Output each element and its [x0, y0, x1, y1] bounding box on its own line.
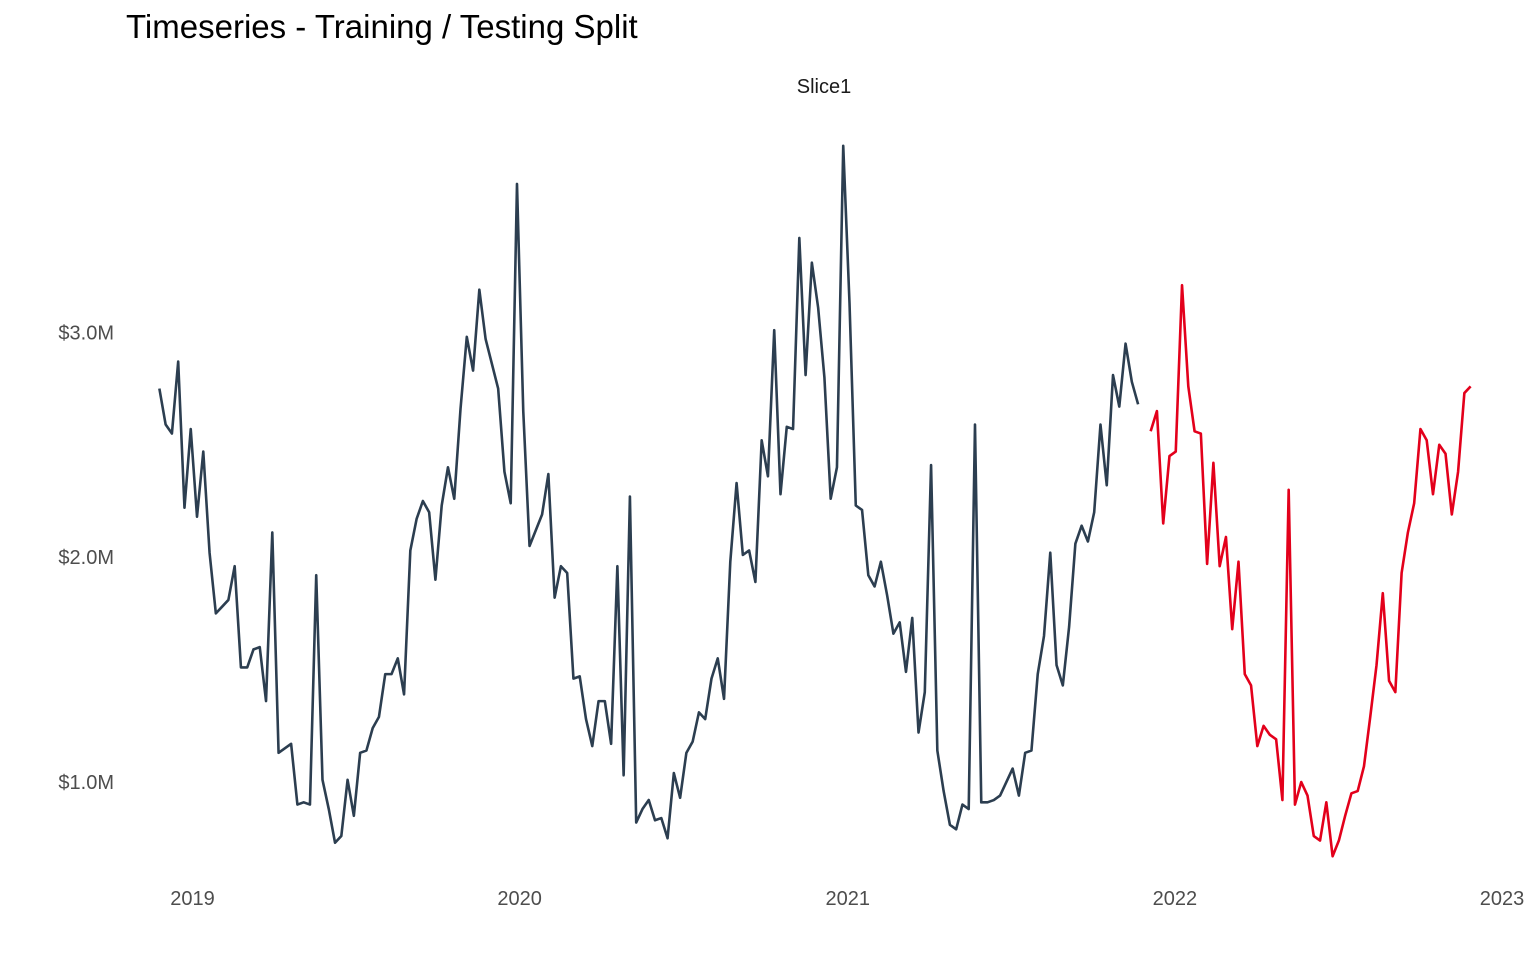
chart-title: Timeseries - Training / Testing Split	[126, 8, 638, 45]
y-tick-label: $2.0M	[58, 547, 114, 569]
series-line-testing	[1149, 283, 1472, 858]
x-tick-label: 2022	[1153, 888, 1198, 910]
x-tick-label: 2019	[170, 888, 215, 910]
y-tick-label: $1.0M	[58, 772, 114, 794]
series-line-training	[158, 144, 1140, 845]
x-tick-label: 2021	[825, 888, 870, 910]
y-tick-label: $3.0M	[58, 322, 114, 344]
x-tick-label: 2020	[497, 888, 542, 910]
x-tick-label: 2023	[1480, 888, 1525, 910]
x-axis: 2019 2020 2021 2022 2023	[170, 888, 1524, 910]
facet-strip-label: Slice1	[797, 76, 851, 98]
y-axis: $1.0M $2.0M $3.0M	[58, 322, 114, 794]
series-lines	[158, 144, 1472, 858]
